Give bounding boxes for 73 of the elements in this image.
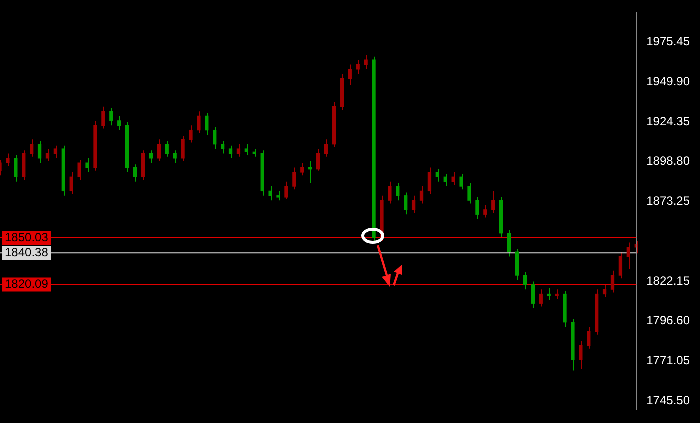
candlestick: [268, 186, 272, 202]
candlestick: [579, 340, 583, 370]
candlestick: [220, 140, 225, 154]
ref-line-label: 1820.09: [5, 277, 49, 292]
candlestick: [492, 190, 496, 214]
candlestick: [149, 150, 154, 164]
y-tick-label: 1796.60: [646, 314, 690, 328]
y-tick-label: 1975.45: [646, 34, 690, 48]
candlestick: [205, 112, 209, 136]
y-tick-label: 1771.05: [646, 354, 690, 368]
candlestick: [420, 186, 424, 204]
y-tick-label: 1924.35: [646, 114, 690, 128]
candlestick: [110, 108, 114, 126]
candlestick: [181, 136, 185, 162]
candlestick: [618, 252, 623, 280]
candlestick: [602, 284, 607, 298]
candlestick: [189, 125, 193, 144]
ref-line-label: 1850.03: [5, 230, 49, 244]
candlestick: [228, 145, 233, 159]
candlestick: [404, 192, 408, 216]
candlestick: [165, 140, 169, 158]
candlestick: [236, 144, 241, 158]
candlestick: [610, 270, 615, 294]
candlestick: [30, 139, 34, 158]
candlestick: [396, 182, 400, 202]
candlestick: [555, 289, 559, 300]
candlestick: [213, 126, 217, 150]
candlestick: [452, 172, 456, 186]
candlestick: [276, 190, 280, 202]
y-tick-label: 1949.90: [646, 74, 690, 88]
candlestick: [284, 181, 288, 200]
y-tick-label: 1822.15: [646, 274, 690, 288]
candlestick: [157, 139, 161, 162]
candlestick: [523, 272, 528, 290]
candlestick: [173, 150, 177, 164]
candlestick: [14, 154, 18, 182]
candlestick: [300, 162, 304, 176]
candlestick: [38, 140, 42, 164]
candlestick: [539, 289, 543, 308]
candlestick: [244, 144, 249, 156]
candlestick: [460, 174, 464, 190]
candlestick: [444, 174, 448, 188]
y-tick-label: 1745.50: [646, 394, 690, 408]
candlestick: [292, 167, 296, 190]
candlestick: [356, 60, 360, 75]
candlestick: [78, 159, 82, 181]
candlestick: [348, 64, 352, 86]
candlestick: [587, 326, 591, 350]
candlestick: [70, 172, 74, 195]
candlestick: [6, 153, 10, 167]
candlestick: [54, 145, 58, 159]
y-tick-label: 1873.25: [646, 194, 690, 208]
candlestick: [428, 167, 432, 195]
candlestick: [86, 158, 90, 173]
candlestick: [197, 111, 201, 134]
candlestick: [133, 164, 138, 182]
candlestick: [324, 139, 328, 158]
candlestick: [484, 204, 488, 218]
candlestick: [364, 54, 368, 70]
candlestick: [626, 242, 630, 270]
candlestick: [436, 168, 440, 182]
ref-line-label: 1840.38: [5, 245, 49, 260]
candlestick: [412, 195, 416, 214]
candlestick: [507, 230, 512, 258]
candlestick: [118, 116, 122, 131]
candlestick: [476, 196, 480, 220]
candlestick: [388, 181, 392, 204]
candlestick: [102, 106, 106, 130]
candlestick: [316, 148, 320, 172]
candlestick: [468, 182, 472, 204]
y-tick-label: 1898.80: [646, 154, 690, 168]
candlestick: [46, 148, 50, 162]
candlestick: [531, 281, 535, 309]
